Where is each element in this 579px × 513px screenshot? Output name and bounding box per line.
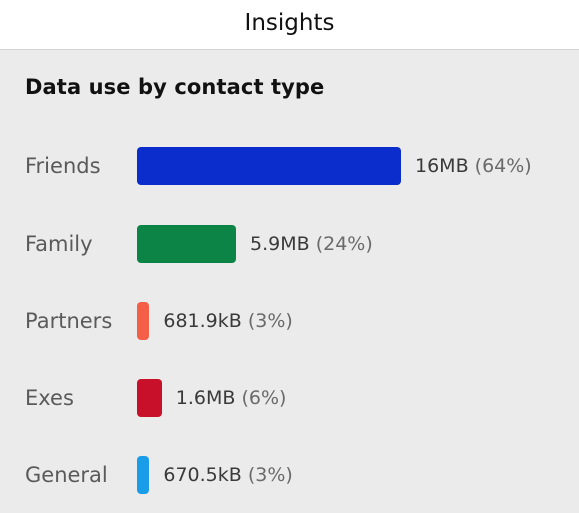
value-percent: (64%) [474, 155, 532, 177]
chart-row-general: General 670.5kB (3%) [0, 455, 579, 495]
bar-family [137, 225, 236, 263]
value-percent: (6%) [241, 387, 287, 409]
data-label: 5.9MB (24%) [250, 233, 373, 255]
category-label: Partners [25, 309, 113, 333]
bar-friends [137, 147, 401, 185]
chart-row-exes: Exes 1.6MB (6%) [0, 378, 579, 418]
data-label: 681.9kB (3%) [163, 310, 292, 332]
value-percent: (3%) [247, 464, 293, 486]
category-label: Family [25, 232, 93, 256]
category-label: Exes [25, 386, 74, 410]
bar-general [137, 456, 150, 494]
data-label: 16MB (64%) [415, 155, 532, 177]
category-label: Friends [25, 154, 101, 178]
chart-row-partners: Partners 681.9kB (3%) [0, 301, 579, 341]
section-title: Data use by contact type [25, 75, 325, 99]
data-label: 1.6MB (6%) [176, 387, 287, 409]
chart-row-friends: Friends 16MB (64%) [0, 146, 579, 186]
value-amount: 681.9kB [163, 310, 248, 332]
data-label: 670.5kB (3%) [163, 464, 292, 486]
value-amount: 16MB [415, 155, 475, 177]
chart-row-family: Family 5.9MB (24%) [0, 224, 579, 264]
value-percent: (24%) [315, 233, 373, 255]
value-percent: (3%) [247, 310, 293, 332]
bar-partners [137, 302, 150, 340]
bar-exes [137, 379, 162, 417]
page-title: Insights [244, 9, 335, 36]
value-amount: 5.9MB [250, 233, 316, 255]
value-amount: 670.5kB [163, 464, 248, 486]
category-label: General [25, 463, 108, 487]
value-amount: 1.6MB [175, 387, 242, 409]
app-header: Insights [0, 0, 579, 50]
